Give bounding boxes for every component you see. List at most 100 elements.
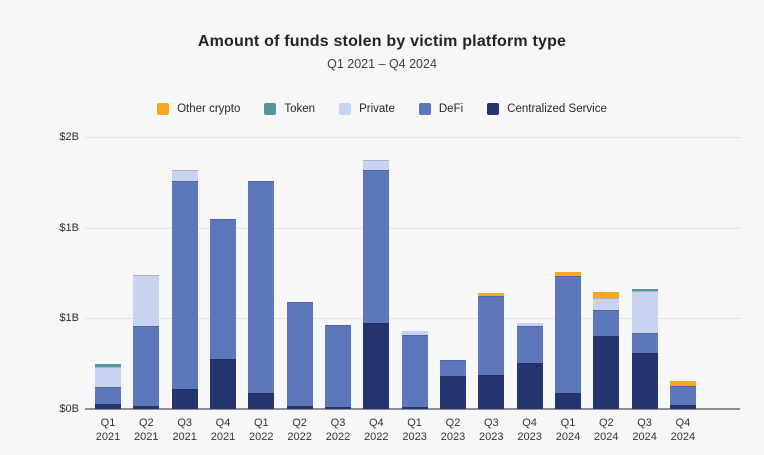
bar-q1-2022[interactable] <box>248 180 275 409</box>
x-axis-tick-label: Q1 2021 <box>95 417 121 443</box>
segment-defi[interactable] <box>286 301 313 407</box>
x-axis-tick-label: Q3 2021 <box>172 417 197 443</box>
bar-q4-2024[interactable] <box>669 380 696 409</box>
segment-centralized-service[interactable] <box>478 375 505 409</box>
bar-q3-2022[interactable] <box>325 325 351 409</box>
bar-q3-2023[interactable] <box>478 293 505 409</box>
segment-centralized-service[interactable] <box>440 376 466 409</box>
segment-defi[interactable] <box>95 387 121 404</box>
segment-defi[interactable] <box>593 309 620 336</box>
x-axis-tick-label: Q1 2023 <box>402 417 427 443</box>
legend-label: DeFi <box>438 103 464 115</box>
segment-private[interactable] <box>95 366 121 388</box>
segment-defi[interactable] <box>248 180 275 393</box>
segment-token[interactable] <box>631 289 658 291</box>
segment-private[interactable] <box>516 323 543 327</box>
bar-q4-2021[interactable] <box>210 218 236 409</box>
legend-swatch-defi <box>418 103 431 115</box>
segment-centralized-service[interactable] <box>133 406 160 409</box>
legend-item-other-crypto[interactable]: Other crypto <box>157 103 240 115</box>
segment-centralized-service[interactable] <box>669 404 696 409</box>
y-axis-tick-label: $1B <box>59 312 79 324</box>
legend-item-centralized-service[interactable]: Centralized Service <box>487 103 607 115</box>
bar-q1-2023[interactable] <box>401 330 428 409</box>
segment-defi[interactable] <box>669 385 696 405</box>
segment-token[interactable] <box>95 364 121 367</box>
bar-q3-2024[interactable] <box>631 289 658 409</box>
legend-item-token[interactable]: Token <box>264 103 315 115</box>
legend-swatch-other-crypto <box>157 103 170 115</box>
x-axis-tick-label: Q2 2023 <box>440 417 466 443</box>
legend-swatch-centralized-service <box>487 103 500 115</box>
legend-label: Token <box>284 103 316 115</box>
segment-centralized-service[interactable] <box>555 392 581 409</box>
legend-swatch-private <box>339 103 352 115</box>
x-axis-tick-label: Q1 2022 <box>249 417 274 443</box>
x-axis-tick-label: Q3 2023 <box>479 417 504 443</box>
segment-private[interactable] <box>593 297 620 310</box>
y-axis-tick-label: $2B <box>59 131 79 143</box>
gridline <box>85 137 740 138</box>
segment-centralized-service[interactable] <box>210 358 236 409</box>
bar-q4-2022[interactable] <box>363 160 390 409</box>
segment-other-crypto[interactable] <box>478 293 505 297</box>
segment-defi[interactable] <box>555 275 581 393</box>
bar-q3-2021[interactable] <box>171 170 198 409</box>
x-axis-line <box>85 408 740 410</box>
bar-q1-2024[interactable] <box>555 272 581 409</box>
bar-q1-2021[interactable] <box>95 364 121 409</box>
segment-private[interactable] <box>363 160 390 170</box>
bar-q2-2023[interactable] <box>440 360 466 409</box>
legend-swatch-token <box>264 103 277 115</box>
segment-centralized-service[interactable] <box>248 392 275 409</box>
segment-centralized-service[interactable] <box>286 406 313 409</box>
segment-other-crypto[interactable] <box>593 292 620 298</box>
y-axis-tick-label: $0B <box>59 403 79 415</box>
segment-private[interactable] <box>401 330 428 335</box>
gridline <box>85 318 740 319</box>
segment-centralized-service[interactable] <box>593 335 620 409</box>
segment-defi[interactable] <box>171 180 198 389</box>
plot-area: $2B $1B $1B $0B Q1 2021 Q2 2021 Q3 2021 Q4 2021… <box>59 131 740 443</box>
bar-q4-2023[interactable] <box>516 323 543 409</box>
segment-defi[interactable] <box>401 334 428 407</box>
segment-centralized-service[interactable] <box>171 388 198 409</box>
segment-defi[interactable] <box>516 326 543 363</box>
segment-centralized-service[interactable] <box>325 407 351 409</box>
segment-centralized-service[interactable] <box>401 407 428 409</box>
segment-other-crypto[interactable] <box>555 272 581 276</box>
x-axis-tick-label: Q4 2021 <box>210 417 236 443</box>
segment-defi[interactable] <box>133 326 160 407</box>
chart-subtitle: Q1 2021 – Q4 2024 <box>327 57 437 71</box>
bar-q2-2022[interactable] <box>286 301 313 409</box>
segment-other-crypto[interactable] <box>669 380 696 386</box>
legend-item-defi[interactable]: DeFi <box>418 103 464 115</box>
x-axis-tick-label: Q3 2022 <box>325 417 351 443</box>
bar-q2-2021[interactable] <box>133 275 160 409</box>
segment-centralized-service[interactable] <box>363 323 390 409</box>
segment-centralized-service[interactable] <box>95 403 121 409</box>
segment-centralized-service[interactable] <box>631 353 658 409</box>
legend: Other crypto Token Private DeFi Centralized … <box>0 103 764 115</box>
segment-defi[interactable] <box>478 296 505 375</box>
segment-centralized-service[interactable] <box>516 362 543 409</box>
segment-private[interactable] <box>133 275 160 327</box>
segment-defi[interactable] <box>631 332 658 354</box>
segment-private[interactable] <box>171 170 198 181</box>
y-axis-tick-label: $1B <box>59 222 79 234</box>
legend-item-private[interactable]: Private <box>339 103 395 115</box>
x-axis-tick-label: Q4 2023 <box>517 417 542 443</box>
segment-defi[interactable] <box>325 325 351 407</box>
segment-defi[interactable] <box>440 360 466 377</box>
x-axis-tick-label: Q4 2022 <box>364 417 389 443</box>
bar-q2-2024[interactable] <box>593 292 620 409</box>
segment-private[interactable] <box>631 290 658 333</box>
legend-label: Centralized Service <box>507 103 607 115</box>
x-axis-tick-label: Q4 2024 <box>670 417 696 443</box>
chart-title: Amount of funds stolen by victim platfor… <box>197 33 567 50</box>
segment-defi[interactable] <box>363 169 390 324</box>
gridline <box>85 228 740 229</box>
x-axis-tick-label: Q3 2024 <box>632 417 657 443</box>
segment-defi[interactable] <box>210 218 236 359</box>
